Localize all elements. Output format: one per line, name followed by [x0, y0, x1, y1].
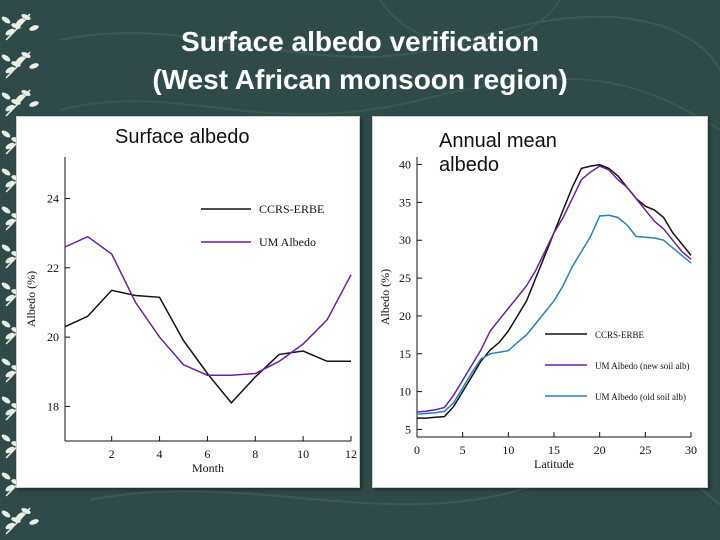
leaf-shape — [1, 282, 11, 290]
x-tick-label: 30 — [685, 443, 697, 457]
series-line-2 — [416, 165, 692, 413]
leaf-shape — [5, 370, 15, 378]
left-panel-heading: Surface albedo — [115, 126, 250, 148]
leaf-shape — [5, 484, 15, 492]
leaf-shape — [5, 408, 15, 416]
leaf-shape — [29, 519, 39, 525]
leaf-shape — [1, 396, 11, 404]
y-tick-label: 18 — [47, 399, 59, 413]
leaf-shape — [15, 18, 25, 26]
leaf-sprig — [1, 507, 39, 535]
leaf-shape — [15, 512, 25, 520]
leaf-shape — [1, 244, 11, 252]
y-tick-label: 20 — [399, 309, 411, 323]
leaf-shape — [5, 332, 15, 340]
leaf-shape — [15, 56, 25, 64]
right-chart-panel: 0 5 10 15 20 25 30 5 10 15 20 25 30 35 40 Latitude Albed… — [372, 116, 708, 488]
leaf-shape — [5, 522, 15, 530]
y-tick-label: 15 — [399, 347, 411, 361]
leaf-shape — [5, 28, 15, 36]
left-chart-panel: 2 4 6 8 10 12 18 20 22 24 Month Albedo (%) CCRS-ERBE… — [16, 116, 360, 488]
x-tick-label: 15 — [548, 443, 560, 457]
series-line-1 — [64, 289, 351, 405]
leaf-shape — [21, 51, 31, 59]
leaf-shape — [5, 180, 15, 188]
leaf-shape — [5, 218, 15, 226]
legend-label-1: CCRS-ERBE — [259, 202, 324, 216]
leaf-shape — [1, 130, 11, 138]
leaf-shape — [1, 472, 11, 480]
leaf-shape — [1, 434, 11, 442]
x-tick-label: 5 — [460, 443, 466, 457]
leaf-shape — [1, 16, 11, 24]
y-tick-label: 10 — [399, 385, 411, 399]
leaf-shape — [5, 446, 15, 454]
annual-mean-albedo-chart: 0 5 10 15 20 25 30510152025303540LatitudeAlbed… — [378, 157, 697, 471]
leaf-sprig — [1, 89, 39, 117]
series-line-1 — [417, 163, 692, 419]
slide-title-line-2: (West African monsoon region) — [152, 64, 568, 95]
y-tick-label: 20 — [47, 330, 59, 344]
legend-label-2: UM Albedo (new soil alb) — [595, 361, 690, 371]
leaf-shape — [5, 66, 15, 74]
x-axis-title: Latitude — [534, 457, 574, 471]
x-tick-label: 0 — [414, 443, 420, 457]
leaf-shape — [1, 168, 11, 176]
x-tick-label: 6 — [204, 447, 210, 461]
y-tick-label: 22 — [47, 261, 59, 275]
legend-label-1: CCRS-ERBE — [595, 330, 645, 340]
leaf-sprig — [1, 51, 39, 79]
x-tick-label: 2 — [109, 447, 115, 461]
y-axis-title: Albedo (%) — [24, 271, 38, 327]
leaf-shape — [1, 206, 11, 214]
leaf-shape — [21, 13, 31, 21]
leaf-sprig — [1, 13, 39, 41]
leaf-shape — [15, 94, 25, 102]
leaf-shape — [29, 25, 39, 31]
x-tick-label: 12 — [345, 447, 357, 461]
leaf-shape — [1, 92, 11, 100]
x-tick-label: 25 — [639, 443, 651, 457]
x-tick-label: 4 — [157, 447, 163, 461]
leaf-shape — [29, 63, 39, 69]
legend-label-3: UM Albedo (old soil alb) — [595, 392, 686, 402]
x-tick-label: 10 — [502, 443, 514, 457]
leaf-shape — [21, 89, 31, 97]
series-line-3 — [416, 214, 692, 416]
slide-title-line-1: Surface albedo verification — [181, 26, 539, 57]
leaf-shape — [1, 320, 11, 328]
leaf-shape — [1, 510, 11, 518]
leaf-shape — [1, 358, 11, 366]
leaf-shape — [21, 507, 31, 515]
y-tick-label: 5 — [405, 422, 411, 436]
leaf-shape — [5, 104, 15, 112]
x-tick-label: 20 — [594, 443, 606, 457]
y-tick-label: 24 — [47, 192, 59, 206]
legend-label-2: UM Albedo — [259, 235, 316, 249]
series-line-2 — [64, 235, 352, 376]
y-tick-label: 30 — [399, 233, 411, 247]
leaf-shape — [5, 294, 15, 302]
x-tick-label: 10 — [297, 447, 309, 461]
leaf-shape — [29, 101, 39, 107]
right-panel-heading: Annual mean albedo — [439, 130, 557, 176]
y-tick-label: 25 — [399, 271, 411, 285]
x-tick-label: 8 — [252, 447, 258, 461]
leaf-shape — [1, 54, 11, 62]
y-tick-label: 40 — [399, 158, 411, 172]
x-axis-title: Month — [192, 461, 224, 475]
leaf-shape — [5, 142, 15, 150]
y-axis-title: Albedo (%) — [378, 269, 392, 325]
leaf-shape — [5, 256, 15, 264]
y-tick-label: 35 — [399, 195, 411, 209]
